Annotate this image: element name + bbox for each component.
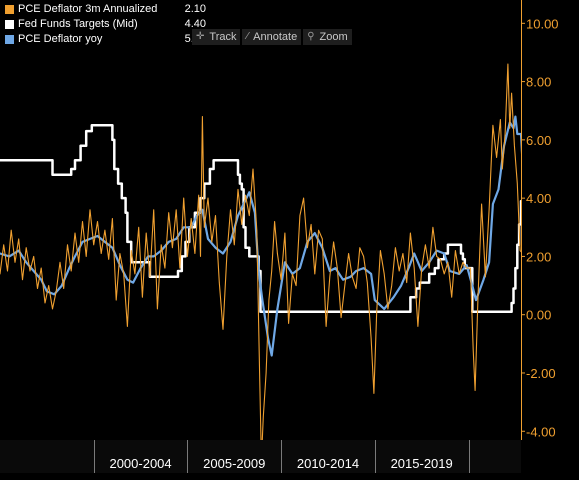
series-line-pce-deflator-yoy bbox=[0, 115, 521, 357]
legend-entry-fed-funds[interactable]: Fed Funds Targets (Mid) 4.40 bbox=[2, 17, 206, 32]
series-line-fed-funds-targets-mid bbox=[0, 124, 521, 314]
x-group-label-3: 2015-2019 bbox=[391, 456, 453, 471]
x-group-label-2: 2010-2014 bbox=[297, 456, 359, 471]
y-tick-label-4: 2.00 bbox=[526, 249, 551, 264]
legend-swatch-fed-funds bbox=[5, 20, 14, 29]
legend-entry-pce-3m[interactable]: PCE Deflator 3m Annualized 2.10 bbox=[2, 2, 206, 17]
crosshair-icon: ✛ bbox=[196, 31, 205, 42]
annotate-label: Annotate bbox=[253, 31, 298, 43]
legend-value-fed-funds: 4.40 bbox=[184, 18, 206, 30]
x-axis-band bbox=[0, 440, 521, 473]
legend-entry-pce-yoy[interactable]: PCE Deflator yoy 5.00 bbox=[2, 32, 206, 47]
y-tick-label-2: 6.00 bbox=[526, 133, 551, 148]
annotate-button[interactable]: ⁄ Annotate bbox=[242, 29, 302, 45]
track-button[interactable]: ✛ Track bbox=[192, 29, 241, 45]
x-group-label-1: 2005-2009 bbox=[203, 456, 265, 471]
y-tick-label-6: -2.00 bbox=[526, 366, 556, 381]
zoom-button[interactable]: ⚲ Zoom bbox=[303, 29, 352, 45]
x-group-label-0: 2000-2004 bbox=[109, 456, 171, 471]
legend-label-pce-3m: PCE Deflator 3m Annualized bbox=[18, 3, 158, 15]
y-tick-label-1: 8.00 bbox=[526, 75, 551, 90]
magnifier-icon: ⚲ bbox=[307, 31, 315, 42]
legend: PCE Deflator 3m Annualized 2.10 Fed Fund… bbox=[2, 2, 206, 47]
y-tick-label-3: 4.00 bbox=[526, 191, 551, 206]
legend-swatch-pce-yoy bbox=[5, 35, 14, 44]
track-label: Track bbox=[209, 31, 237, 43]
y-tick-label-0: 10.00 bbox=[526, 16, 559, 31]
legend-label-fed-funds: Fed Funds Targets (Mid) bbox=[18, 18, 138, 30]
series-line-pce-deflator-3m-annualized bbox=[0, 63, 521, 440]
zoom-label: Zoom bbox=[319, 31, 348, 43]
pencil-icon: ⁄ bbox=[246, 31, 249, 42]
chart-toolbar: ✛ Track ⁄ Annotate ⚲ Zoom bbox=[192, 29, 354, 45]
legend-value-pce-3m: 2.10 bbox=[184, 3, 206, 15]
y-tick-label-5: 0.00 bbox=[526, 308, 551, 323]
legend-label-pce-yoy: PCE Deflator yoy bbox=[18, 33, 103, 45]
legend-swatch-pce-3m bbox=[5, 5, 14, 14]
y-tick-label-7: -4.00 bbox=[526, 424, 556, 439]
